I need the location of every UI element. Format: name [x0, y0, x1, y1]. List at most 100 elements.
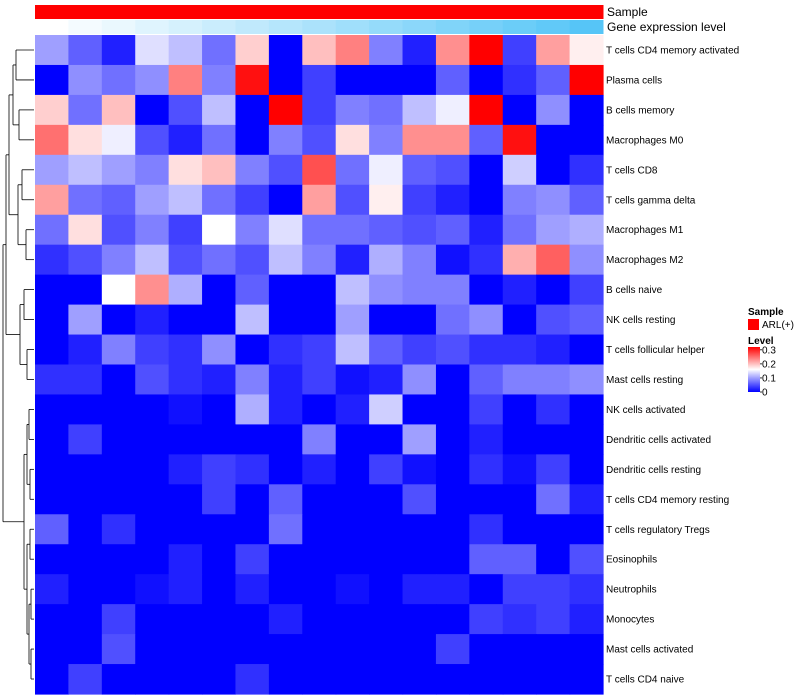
- heatmap-cell: [536, 484, 571, 515]
- heatmap-cell: [536, 364, 571, 396]
- heatmap-cell: [202, 424, 237, 455]
- gene-expression-annotation-cell: [369, 20, 404, 34]
- heatmap-cell: [536, 604, 571, 635]
- heatmap-cell: [435, 544, 470, 575]
- gene-expression-annotation-cell: [68, 20, 103, 34]
- heatmap-cell: [435, 214, 470, 246]
- heatmap-cell: [35, 214, 70, 246]
- heatmap-cell: [369, 64, 404, 96]
- heatmap-cell: [536, 634, 571, 665]
- row-dendrogram: [2, 49, 34, 680]
- heatmap-cell: [268, 154, 303, 186]
- heatmap-cell: [502, 35, 537, 66]
- heatmap-cell: [435, 364, 470, 396]
- heatmap-cell: [536, 184, 571, 216]
- heatmap-cell: [502, 334, 537, 366]
- heatmap-cell: [402, 184, 437, 216]
- heatmap-cell: [202, 214, 237, 246]
- heatmap-cell: [569, 364, 604, 396]
- heatmap-cell: [435, 394, 470, 426]
- heatmap-cell: [202, 274, 237, 306]
- heatmap-cell: [101, 424, 136, 455]
- heatmap-cell: [435, 124, 470, 156]
- heatmap-cell: [68, 94, 103, 126]
- heatmap-cell: [335, 634, 370, 665]
- heatmap-cell: [235, 35, 270, 66]
- legend-level-tick-label: 0.1: [762, 373, 776, 384]
- heatmap-cell: [569, 484, 604, 515]
- heatmap-cell: [68, 484, 103, 515]
- gene-expression-annotation-cell: [335, 20, 370, 34]
- heatmap-cell: [469, 124, 504, 156]
- legend-sample-entry: ARL(+): [762, 320, 794, 331]
- heatmap-cell: [68, 64, 103, 96]
- heatmap-cell: [502, 184, 537, 216]
- gene-expression-annotation-cell: [302, 20, 337, 34]
- heatmap-cell: [235, 124, 270, 156]
- heatmap-cell: [202, 154, 237, 186]
- heatmap-cell: [569, 634, 604, 665]
- row-label: T cells CD4 naive: [606, 675, 685, 686]
- heatmap-cell: [135, 664, 170, 695]
- heatmap-cell: [402, 634, 437, 665]
- heatmap-cell: [369, 364, 404, 396]
- heatmap-cell: [302, 514, 337, 545]
- heatmap-cell: [235, 154, 270, 186]
- heatmap-cell: [168, 304, 203, 336]
- sample-annotation-cell: [35, 5, 69, 19]
- heatmap-cell: [402, 454, 437, 485]
- heatmap-cell: [402, 214, 437, 246]
- heatmap-cell: [402, 604, 437, 635]
- heatmap-cell: [569, 394, 604, 426]
- heatmap-cell: [101, 214, 136, 246]
- heatmap-cell: [202, 64, 237, 96]
- heatmap-cell: [202, 604, 237, 635]
- heatmap-cell: [502, 514, 537, 545]
- heatmap-cell: [469, 304, 504, 336]
- gene-expression-annotation-cell: [435, 20, 470, 34]
- heatmap-cell: [469, 484, 504, 515]
- heatmap-cell: [302, 574, 337, 605]
- heatmap-cell: [469, 244, 504, 276]
- heatmap-cell: [101, 64, 136, 96]
- heatmap-cell: [536, 454, 571, 485]
- heatmap-cell: [302, 634, 337, 665]
- heatmap-cell: [135, 454, 170, 485]
- heatmap-cell: [536, 274, 571, 306]
- heatmap-cell: [135, 604, 170, 635]
- legend: Sample ARL(+) Level 0.3 0.2 0.1 0: [748, 307, 794, 399]
- heatmap-cell: [101, 364, 136, 396]
- heatmap-cell: [35, 574, 70, 605]
- heatmap-cell: [202, 664, 237, 695]
- heatmap-cell: [135, 574, 170, 605]
- heatmap-cell: [168, 274, 203, 306]
- heatmap-cell: [101, 244, 136, 276]
- heatmap-cell: [469, 544, 504, 575]
- heatmap-cell: [302, 364, 337, 396]
- heatmap-cell: [402, 664, 437, 695]
- heatmap-cell: [435, 244, 470, 276]
- heatmap-cell: [335, 364, 370, 396]
- heatmap-cell: [268, 184, 303, 216]
- heatmap-cell: [202, 334, 237, 366]
- heatmap-cell: [302, 35, 337, 66]
- heatmap-cell: [235, 94, 270, 126]
- heatmap-cell: [536, 424, 571, 455]
- heatmap-cell: [168, 364, 203, 396]
- heatmap-cell: [469, 274, 504, 306]
- heatmap-cell: [101, 604, 136, 635]
- heatmap-cell: [35, 364, 70, 396]
- heatmap-cell: [235, 424, 270, 455]
- heatmap-cell: [168, 664, 203, 695]
- gene-expression-annotation-cell: [469, 20, 504, 34]
- heatmap-cell: [435, 484, 470, 515]
- heatmap-cell: [268, 35, 303, 66]
- heatmap-cell: [35, 514, 70, 545]
- heatmap-cell: [135, 334, 170, 366]
- heatmap-cell: [402, 514, 437, 545]
- heatmap-cell: [335, 184, 370, 216]
- heatmap-cell: [68, 364, 103, 396]
- heatmap-cell: [235, 184, 270, 216]
- row-label: Dendritic cells activated: [606, 435, 711, 446]
- heatmap-cell: [502, 274, 537, 306]
